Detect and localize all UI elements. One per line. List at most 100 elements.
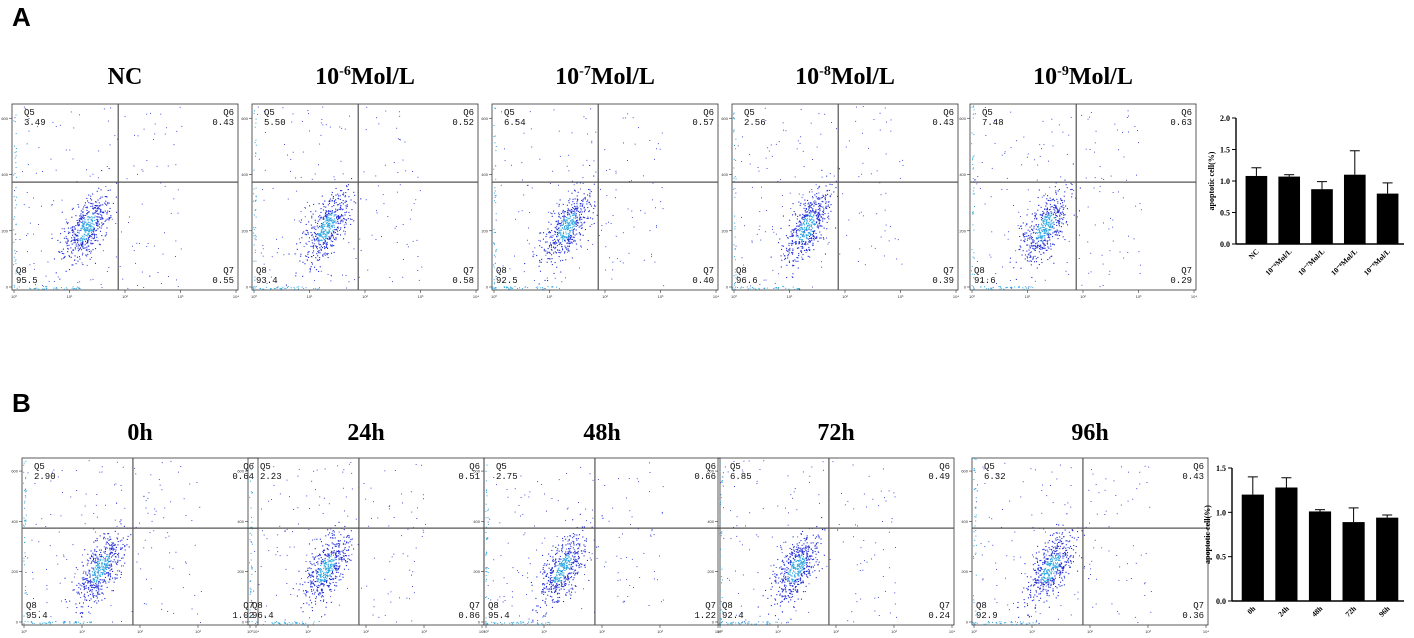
flow-y-tick-label: 200 xyxy=(707,569,714,574)
flow-y-tick-label: 400 xyxy=(481,172,488,177)
flow-y-tick-label: 600 xyxy=(11,469,18,474)
quadrant-label-q6: Q6 xyxy=(243,462,254,472)
quadrant-value-q7: 0.36 xyxy=(1182,611,1204,621)
quadrant-label-q5: Q5 xyxy=(496,462,507,472)
quadrant-value-q5: 2.23 xyxy=(260,472,282,482)
flow-title: 72h xyxy=(721,420,951,447)
flow-plot-frame xyxy=(11,103,239,291)
quadrant-value-q6: 0.64 xyxy=(232,472,254,482)
quadrant-label-q8: Q8 xyxy=(16,266,27,276)
bar-category-label: 10⁻⁷Mol/L xyxy=(1296,247,1326,277)
flow-x-tick-label: 10¹ xyxy=(787,294,793,299)
flow-x-tick-label: 10⁴ xyxy=(1203,629,1209,634)
bar-y-tick-label: 2.0 xyxy=(1220,114,1230,123)
flow-title-exponent: -8 xyxy=(819,64,831,79)
flow-plot: 0 200 400 600 10⁰ 10¹ 10² 10³ 10⁴ Q55.50 Q60.52 Q89… xyxy=(241,103,479,299)
flow-plot-frame xyxy=(21,457,259,626)
quadrant-value-q8: 95.5 xyxy=(16,276,38,286)
flow-y-tick-label: 0 xyxy=(712,620,715,625)
quadrant-value-q5: 6.32 xyxy=(984,472,1006,482)
quadrant-value-q8: 91.6 xyxy=(974,276,996,286)
flow-x-tick-label: 10² xyxy=(842,294,848,299)
quadrant-value-q6: 0.43 xyxy=(1182,472,1204,482)
bar-category-label: 0h xyxy=(1245,603,1258,616)
flow-x-tick-label: 10⁰ xyxy=(491,294,497,299)
bar xyxy=(1376,193,1399,244)
quadrant-label-q6: Q6 xyxy=(1181,108,1192,118)
quadrant-value-q5: 3.49 xyxy=(24,118,46,128)
flow-x-tick-label: 10¹ xyxy=(307,294,313,299)
flow-y-tick-label: 200 xyxy=(959,228,966,233)
flow-y-tick-label: 600 xyxy=(237,469,244,474)
flow-events xyxy=(971,105,1142,290)
flow-title: 10-8Mol/L xyxy=(730,64,960,91)
flow-plot-frame xyxy=(969,103,1197,291)
flow-title-unit: Mol/L xyxy=(830,64,895,90)
flow-x-tick-label: 10³ xyxy=(418,294,424,299)
flow-title-unit: Mol/L xyxy=(350,64,415,90)
quadrant-value-q5: 2.75 xyxy=(496,472,518,482)
bar-category-label: NC xyxy=(1247,247,1261,261)
bar xyxy=(1241,494,1264,601)
quadrant-label-q7: Q7 xyxy=(243,601,254,611)
quadrant-label-q5: Q5 xyxy=(730,462,741,472)
quadrant-label-q6: Q6 xyxy=(939,462,950,472)
flow-y-tick-label: 600 xyxy=(721,116,728,121)
quadrant-value-q6: 0.66 xyxy=(694,472,716,482)
flow-x-tick-label: 10⁴ xyxy=(1191,294,1197,299)
quadrant-label-q7: Q7 xyxy=(1181,266,1192,276)
quadrant-value-q8: 95.4 xyxy=(488,611,510,621)
bar xyxy=(1275,487,1298,601)
quadrant-label-q7: Q7 xyxy=(463,266,474,276)
flow-x-tick-label: 10³ xyxy=(658,294,664,299)
quadrant-label-q6: Q6 xyxy=(223,108,234,118)
bar-category-label: 10⁻⁶Mol/L xyxy=(1263,247,1293,277)
quadrant-value-q6: 0.51 xyxy=(458,472,480,482)
quadrant-label-q5: Q5 xyxy=(984,462,995,472)
flow-title-exponent: -6 xyxy=(339,64,351,79)
flow-y-tick-label: 0 xyxy=(246,285,249,290)
flow-y-tick-label: 600 xyxy=(481,116,488,121)
flow-y-tick-label: 600 xyxy=(241,116,248,121)
quadrant-label-q6: Q6 xyxy=(943,108,954,118)
quadrant-value-q5: 5.50 xyxy=(264,118,286,128)
bar xyxy=(1342,522,1365,601)
flow-x-tick-label: 10³ xyxy=(1145,629,1151,634)
flow-y-tick-label: 0 xyxy=(964,285,967,290)
panel-letter-a: A xyxy=(12,2,31,32)
flow-x-tick-label: 10⁴ xyxy=(479,629,485,634)
flow-title-base: 96h xyxy=(1071,420,1109,446)
bar-chart: 0.0 0.5 1.0 1.5 apoptotic cell(%) 0h 24h 48h 72h… xyxy=(1203,464,1404,619)
flow-y-tick-label: 400 xyxy=(961,519,968,524)
flow-x-tick-label: 10³ xyxy=(421,629,427,634)
flow-title-base: 10 xyxy=(795,64,820,90)
panel-letter-b: B xyxy=(12,388,31,418)
flow-x-tick-label: 10⁴ xyxy=(949,629,955,634)
bar xyxy=(1343,174,1366,244)
bar-chart: 0.0 0.5 1.0 1.5 2.0 apoptotic cell(%) NC 10⁻⁶Mo… xyxy=(1207,114,1404,277)
quadrant-value-q8: 92.4 xyxy=(722,611,744,621)
flow-title: 10-7Mol/L xyxy=(490,64,720,91)
quadrant-value-q8: 93.4 xyxy=(256,276,278,286)
quadrant-label-q7: Q7 xyxy=(223,266,234,276)
flow-plot-frame xyxy=(491,103,719,291)
flow-title-base: 10 xyxy=(555,64,580,90)
flow-y-tick-label: 0 xyxy=(6,285,9,290)
bar xyxy=(1245,175,1268,244)
flow-y-tick-label: 0 xyxy=(16,620,19,625)
flow-title-base: 48h xyxy=(583,420,621,446)
quadrant-label-q8: Q8 xyxy=(722,601,733,611)
quadrant-value-q7: 1.22 xyxy=(694,611,716,621)
flow-title-unit: Mol/L xyxy=(590,64,655,90)
quadrant-value-q6: 0.52 xyxy=(452,118,474,128)
flow-x-tick-label: 10⁰ xyxy=(969,294,975,299)
flow-x-tick-label: 10¹ xyxy=(775,629,781,634)
flow-x-tick-label: 10¹ xyxy=(305,629,311,634)
quadrant-label-q8: Q8 xyxy=(488,601,499,611)
bar-y-tick-label: 0.0 xyxy=(1216,597,1226,606)
flow-title: 0h xyxy=(25,420,255,447)
flow-plot: 0 200 400 600 10⁰ 10¹ 10² 10³ 10⁴ Q52.75 Q60.66 Q89… xyxy=(473,457,721,634)
quadrant-value-q8: 92.5 xyxy=(496,276,518,286)
flow-x-tick-label: 10³ xyxy=(898,294,904,299)
quadrant-label-q7: Q7 xyxy=(469,601,480,611)
